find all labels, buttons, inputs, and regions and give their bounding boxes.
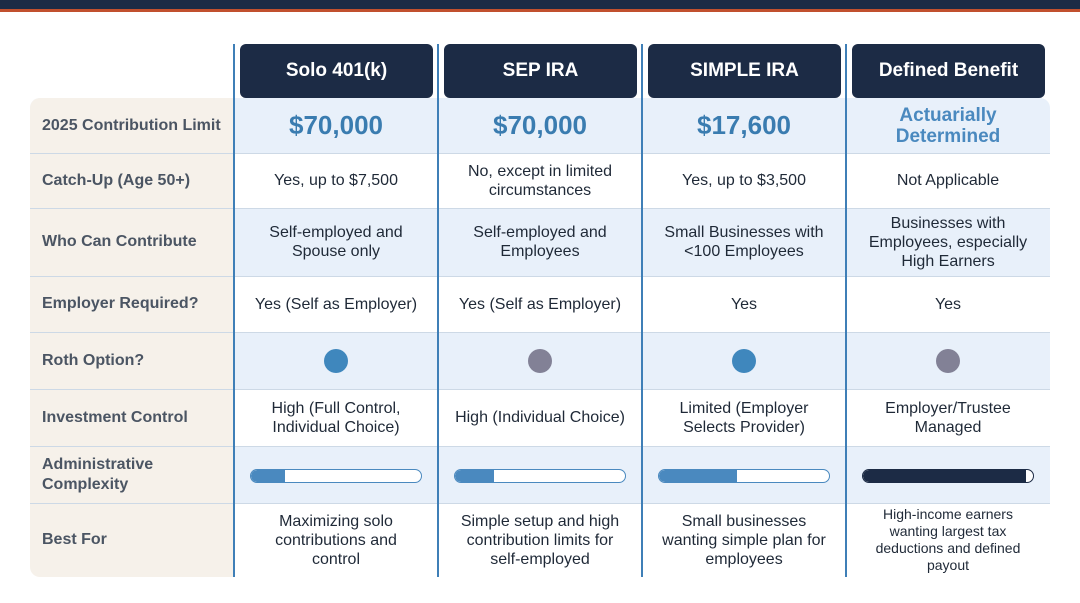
- employer-required-value: Yes (Self as Employer): [458, 295, 622, 313]
- best-for-value: High-income earners wanting largest tax …: [875, 506, 1021, 573]
- limit-value: $70,000: [289, 110, 383, 140]
- column-divider: [233, 44, 235, 577]
- row-divider: [30, 389, 1050, 390]
- complexity-bar: [250, 469, 422, 483]
- filled-circle-icon: [732, 348, 756, 373]
- filled-circle-icon: [936, 348, 960, 373]
- row-label: Who Can Contribute: [42, 233, 197, 250]
- catch-up-value: Yes, up to $7,500: [274, 172, 398, 189]
- column-header-sep-ira: SEP IRA: [444, 44, 637, 98]
- eligibility-value: Self-employed and Employees: [473, 224, 607, 260]
- column-divider: [845, 44, 847, 577]
- investment-control-value: Employer/Trustee Managed: [885, 399, 1011, 436]
- catch-up-value: Not Applicable: [896, 172, 1000, 189]
- best-for-value: Small businesses wanting simple plan for…: [662, 512, 826, 568]
- investment-control-value: Limited (Employer Selects Provider): [679, 399, 809, 436]
- row-label: 2025 Contribution Limit: [42, 116, 221, 134]
- complexity-bar: [862, 469, 1034, 483]
- complexity-bar: [454, 469, 626, 483]
- row-label: Employer Required?: [42, 295, 199, 312]
- best-for-value: Simple setup and high contribution limit…: [460, 512, 620, 568]
- employer-required-value: Yes: [730, 295, 758, 313]
- limit-value: $70,000: [493, 110, 587, 140]
- roth-indicator: [440, 332, 640, 389]
- employer-required-value: Yes (Self as Employer): [254, 295, 418, 313]
- row-divider: [30, 332, 1050, 333]
- complexity-bar-fill: [455, 470, 495, 482]
- investment-control-value: High (Individual Choice): [455, 409, 625, 426]
- complexity-bar: [658, 469, 830, 483]
- row-divider: [30, 276, 1050, 277]
- roth-indicator: [644, 332, 844, 389]
- investment-control-value: High (Full Control, Individual Choice): [271, 399, 401, 436]
- complexity-bar-fill: [251, 470, 285, 482]
- eligibility-value: Small Businesses with <100 Employees: [664, 224, 824, 260]
- limit-value: $17,600: [697, 110, 791, 140]
- limit-value: Actuarially Determined: [895, 104, 1001, 147]
- catch-up-value: No, except in limited circumstances: [467, 162, 613, 199]
- roth-indicator: [236, 332, 436, 389]
- filled-circle-icon: [324, 348, 348, 373]
- column-header-simple-ira: SIMPLE IRA: [648, 44, 841, 98]
- comparison-table: 2025 Contribution Limit Catch-Up (Age 50…: [30, 98, 1050, 577]
- complexity-bar-fill: [659, 470, 738, 482]
- top-accent-stripe: [0, 9, 1080, 12]
- column-header-defined-benefit: Defined Benefit: [852, 44, 1045, 98]
- roth-indicator: [848, 332, 1048, 389]
- column-divider: [437, 44, 439, 577]
- complexity-bar-fill: [863, 470, 1027, 482]
- eligibility-value: Businesses with Employees, especially Hi…: [868, 214, 1028, 270]
- label-column: [30, 98, 234, 577]
- employer-required-value: Yes: [934, 295, 962, 313]
- best-for-value: Maximizing solo contributions and contro…: [275, 512, 397, 568]
- row-label: Best For: [42, 531, 107, 548]
- filled-circle-icon: [528, 348, 552, 373]
- row-divider: [30, 153, 1050, 154]
- row-divider: [30, 208, 1050, 209]
- catch-up-value: Yes, up to $3,500: [682, 172, 806, 189]
- row-label: Investment Control: [42, 408, 188, 426]
- column-header-solo-401k: Solo 401(k): [240, 44, 433, 98]
- eligibility-value: Self-employed and Spouse only: [269, 224, 403, 260]
- row-label: Administrative Complexity: [42, 455, 154, 493]
- row-divider: [30, 503, 1050, 504]
- top-accent-bar: [0, 0, 1080, 9]
- row-label: Catch-Up (Age 50+): [42, 171, 191, 189]
- row-label: Roth Option?: [42, 351, 145, 369]
- row-divider: [30, 446, 1050, 447]
- column-divider: [641, 44, 643, 577]
